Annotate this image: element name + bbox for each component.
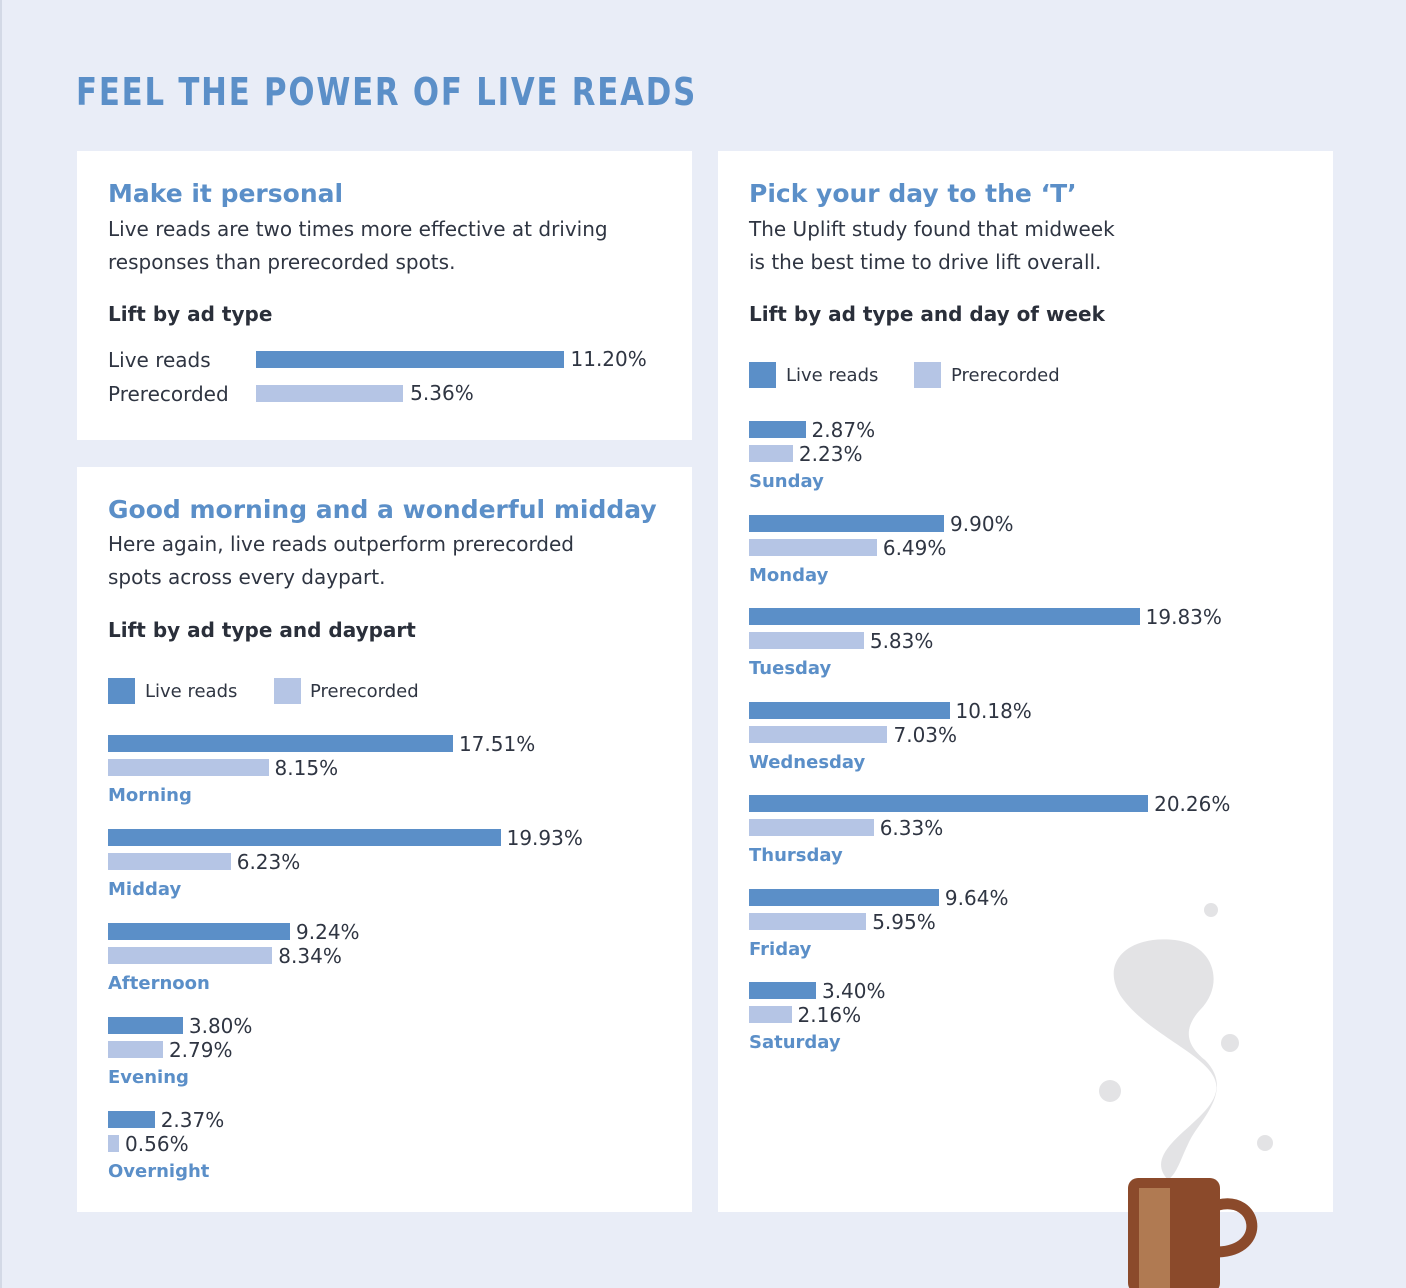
legend-live-swatch [749, 362, 776, 388]
value-label: 11.20% [570, 347, 647, 371]
row-label: Live reads [108, 348, 211, 372]
bar-prerecorded [749, 538, 877, 556]
bar-prerecorded [749, 1006, 792, 1023]
chart-title: Lift by ad type and day of week [749, 302, 1105, 326]
value-label-prerecorded: 0.56% [125, 1132, 189, 1156]
bar-prerecorded [749, 632, 864, 649]
card-description-line-1: Here again, live reads outperform prerec… [108, 532, 575, 556]
bar-live [108, 923, 291, 940]
bar-live [749, 795, 1149, 812]
value-label-live: 10.18% [955, 698, 1032, 723]
bar-prerecorded [749, 819, 874, 836]
value-label: 5.36% [410, 381, 474, 405]
value-label-prerecorded: 8.34% [278, 944, 342, 968]
card-description-line-1: Live reads are two times more effective … [108, 217, 608, 241]
legend-prerecorded-swatch [274, 678, 301, 704]
card-description-line-2: responses than prerecorded spots. [108, 250, 456, 274]
category-label: Midday [108, 879, 182, 900]
bar-live [108, 1017, 183, 1034]
value-label-prerecorded: 2.16% [797, 1003, 862, 1027]
category-label: Wednesday [749, 751, 866, 773]
bar-live [108, 735, 453, 752]
value-label-live: 19.93% [506, 826, 583, 850]
value-label-prerecorded: 8.15% [274, 756, 339, 780]
legend-live-label: Live reads [145, 681, 238, 702]
category-label: Evening [108, 1067, 189, 1088]
value-label-live: 3.80% [188, 1014, 253, 1038]
value-label-live: 2.37% [160, 1108, 225, 1132]
legend-prerecorded-swatch [914, 362, 941, 388]
value-label-live: 2.87% [811, 418, 876, 442]
category-label: Saturday [749, 1032, 841, 1053]
value-label-prerecorded: 2.79% [168, 1038, 233, 1062]
card-day-of-week: Pick your day to the ‘T’ The Uplift stud… [718, 151, 1333, 1212]
bar-prerecorded [749, 445, 793, 462]
value-label-prerecorded: 5.95% [872, 909, 936, 934]
legend-prerecorded-label: Prerecorded [310, 681, 419, 702]
category-label: Thursday [749, 845, 843, 866]
bar-live [108, 829, 501, 846]
value-label-live: 9.90% [950, 511, 1014, 536]
bar-live [749, 608, 1140, 625]
row-label: Prerecorded [108, 382, 229, 406]
page-title: FEEL THE POWER OF LIVE READS [76, 70, 698, 114]
bar-prerecorded [108, 1041, 163, 1058]
mug-icon [1128, 1178, 1258, 1288]
card-title: Pick your day to the ‘T’ [749, 179, 1077, 208]
bar-live [749, 514, 945, 532]
category-label: Monday [749, 564, 829, 586]
category-label: Sunday [749, 471, 824, 492]
card-title: Good morning and a wonderful midday [108, 495, 657, 524]
category-label: Morning [108, 785, 192, 806]
bar-live [749, 701, 950, 719]
category-label: Afternoon [108, 973, 210, 994]
bar [256, 385, 404, 402]
bar-prerecorded [108, 1135, 120, 1152]
bar [256, 351, 564, 368]
value-label-live: 3.40% [821, 979, 886, 1003]
card-description-line-1: The Uplift study found that midweek [749, 217, 1115, 241]
value-label-prerecorded: 7.03% [893, 722, 958, 747]
value-label-prerecorded: 5.83% [869, 629, 934, 653]
value-label-live: 19.83% [1145, 605, 1222, 629]
bar-live [749, 421, 806, 438]
bar-prerecorded [108, 947, 273, 964]
bar-prerecorded [108, 759, 269, 776]
value-label-prerecorded: 6.33% [879, 816, 944, 840]
bar-prerecorded [108, 853, 231, 870]
category-label: Overnight [108, 1161, 210, 1182]
value-label-prerecorded: 6.49% [882, 535, 947, 560]
value-label-live: 20.26% [1154, 792, 1231, 816]
legend-prerecorded-label: Prerecorded [951, 365, 1060, 386]
card-description-line-2: is the best time to drive lift overall. [749, 250, 1102, 274]
bar-live [749, 982, 816, 999]
value-label-prerecorded: 2.23% [798, 442, 863, 466]
bar-live [749, 888, 939, 906]
card-description-line-2: spots across every daypart. [108, 565, 386, 589]
category-label: Friday [749, 938, 812, 960]
value-label-prerecorded: 6.23% [236, 850, 301, 874]
steam-icon [1099, 903, 1273, 1180]
legend-live-label: Live reads [786, 365, 879, 386]
bar-live [108, 1111, 155, 1128]
bar-prerecorded [749, 912, 867, 930]
card-title: Make it personal [108, 179, 344, 208]
category-label: Tuesday [749, 658, 832, 679]
chart-title: Lift by ad type [108, 302, 273, 326]
value-label-live: 9.24% [296, 920, 360, 944]
legend-live-swatch [108, 678, 135, 704]
value-label-live: 9.64% [944, 885, 1009, 910]
left-edge-line [0, 0, 2, 1288]
chart-title: Lift by ad type and daypart [108, 618, 416, 642]
value-label-live: 17.51% [458, 732, 536, 756]
card-daypart: Good morning and a wonderful midday Here… [77, 467, 692, 1212]
bar-prerecorded [749, 725, 888, 743]
card-make-it-personal: Make it personal Live reads are two time… [77, 151, 692, 440]
